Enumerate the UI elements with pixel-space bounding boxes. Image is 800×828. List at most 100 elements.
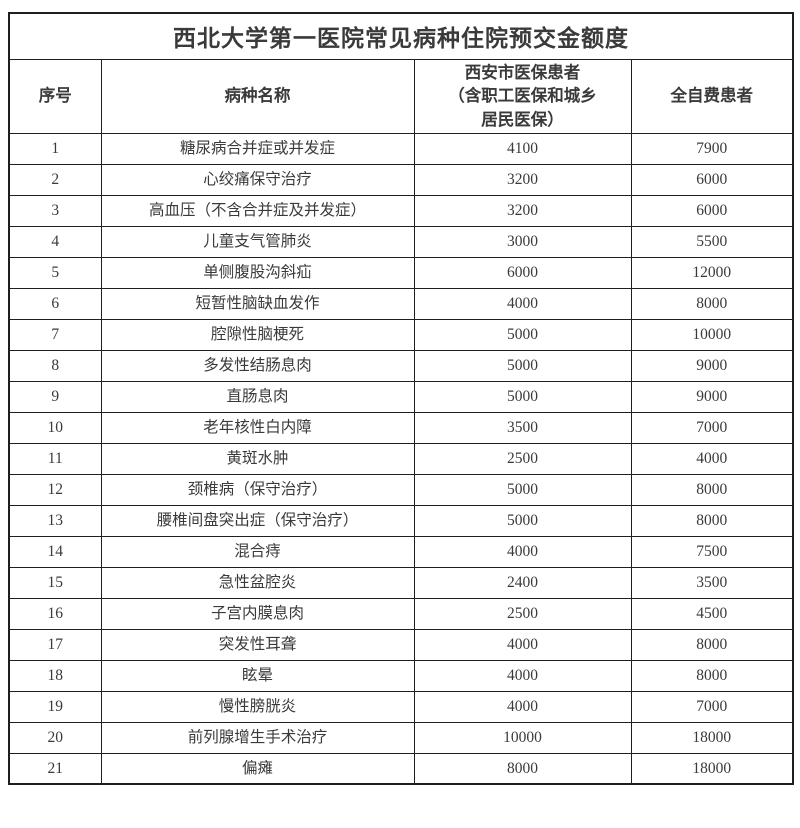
- disease-name-cell: 前列腺增生手术治疗: [100, 721, 415, 754]
- table-row: 13 腰椎间盘突出症（保守治疗） 5000 8000: [8, 504, 794, 537]
- row-index-cell: 13: [8, 504, 102, 537]
- column-header-index: 序号: [8, 58, 102, 134]
- disease-name-cell: 腔隙性脑梗死: [100, 318, 415, 351]
- row-index-cell: 6: [8, 287, 102, 320]
- selfpay-amount-cell: 6000: [630, 163, 794, 196]
- insured-amount-cell: 3200: [413, 194, 632, 227]
- table-row: 21 偏瘫 8000 18000: [8, 752, 794, 785]
- selfpay-amount-cell: 4500: [630, 597, 794, 630]
- row-index-cell: 17: [8, 628, 102, 661]
- disease-name-cell: 眩晕: [100, 659, 415, 692]
- insured-amount-cell: 4000: [413, 535, 632, 568]
- insured-amount-cell: 5000: [413, 473, 632, 506]
- selfpay-amount-cell: 8000: [630, 659, 794, 692]
- row-index-cell: 18: [8, 659, 102, 692]
- selfpay-amount-cell: 8000: [630, 504, 794, 537]
- selfpay-amount-cell: 9000: [630, 349, 794, 382]
- insured-amount-cell: 4000: [413, 287, 632, 320]
- selfpay-amount-cell: 6000: [630, 194, 794, 227]
- row-index-cell: 16: [8, 597, 102, 630]
- table-row: 5 单侧腹股沟斜疝 6000 12000: [8, 256, 794, 289]
- row-index-cell: 19: [8, 690, 102, 723]
- insured-amount-cell: 4000: [413, 659, 632, 692]
- disease-name-cell: 糖尿病合并症或并发症: [100, 132, 415, 165]
- selfpay-amount-cell: 4000: [630, 442, 794, 475]
- row-index-cell: 15: [8, 566, 102, 599]
- selfpay-amount-cell: 12000: [630, 256, 794, 289]
- column-header-disease-name: 病种名称: [100, 58, 415, 134]
- row-index-cell: 2: [8, 163, 102, 196]
- table-row: 12 颈椎病（保守治疗） 5000 8000: [8, 473, 794, 506]
- table-body: 1 糖尿病合并症或并发症 4100 7900 2 心绞痛保守治疗 3200 6000 3 高血压（…: [8, 132, 794, 785]
- insured-amount-cell: 5000: [413, 380, 632, 413]
- disease-name-cell: 腰椎间盘突出症（保守治疗）: [100, 504, 415, 537]
- disease-name-cell: 急性盆腔炎: [100, 566, 415, 599]
- table-row: 18 眩晕 4000 8000: [8, 659, 794, 692]
- insured-amount-cell: 10000: [413, 721, 632, 754]
- selfpay-amount-cell: 18000: [630, 752, 794, 785]
- selfpay-amount-cell: 10000: [630, 318, 794, 351]
- row-index-cell: 1: [8, 132, 102, 165]
- insured-amount-cell: 2500: [413, 442, 632, 475]
- row-index-cell: 20: [8, 721, 102, 754]
- disease-name-cell: 混合痔: [100, 535, 415, 568]
- hospital-deposit-table: 西北大学第一医院常见病种住院预交金额度 序号 病种名称 西安市医保患者 （含职工…: [8, 12, 794, 785]
- selfpay-amount-cell: 5500: [630, 225, 794, 258]
- row-index-cell: 8: [8, 349, 102, 382]
- selfpay-amount-cell: 3500: [630, 566, 794, 599]
- disease-name-cell: 偏瘫: [100, 752, 415, 785]
- selfpay-amount-cell: 7000: [630, 690, 794, 723]
- disease-name-cell: 单侧腹股沟斜疝: [100, 256, 415, 289]
- disease-name-cell: 黄斑水肿: [100, 442, 415, 475]
- selfpay-amount-cell: 9000: [630, 380, 794, 413]
- insured-amount-cell: 2500: [413, 597, 632, 630]
- disease-name-cell: 颈椎病（保守治疗）: [100, 473, 415, 506]
- table-row: 14 混合痔 4000 7500: [8, 535, 794, 568]
- table-row: 8 多发性结肠息肉 5000 9000: [8, 349, 794, 382]
- table-row: 6 短暂性脑缺血发作 4000 8000: [8, 287, 794, 320]
- insured-amount-cell: 5000: [413, 504, 632, 537]
- table-row: 20 前列腺增生手术治疗 10000 18000: [8, 721, 794, 754]
- row-index-cell: 4: [8, 225, 102, 258]
- insured-amount-cell: 5000: [413, 349, 632, 382]
- insured-amount-cell: 3000: [413, 225, 632, 258]
- row-index-cell: 7: [8, 318, 102, 351]
- table-row: 19 慢性膀胱炎 4000 7000: [8, 690, 794, 723]
- selfpay-amount-cell: 18000: [630, 721, 794, 754]
- selfpay-amount-cell: 7500: [630, 535, 794, 568]
- insured-amount-cell: 5000: [413, 318, 632, 351]
- insured-amount-cell: 4000: [413, 690, 632, 723]
- disease-name-cell: 慢性膀胱炎: [100, 690, 415, 723]
- insured-amount-cell: 8000: [413, 752, 632, 785]
- table-row: 3 高血压（不含合并症及并发症） 3200 6000: [8, 194, 794, 227]
- disease-name-cell: 多发性结肠息肉: [100, 349, 415, 382]
- insured-amount-cell: 4100: [413, 132, 632, 165]
- selfpay-amount-cell: 8000: [630, 287, 794, 320]
- header-row: 序号 病种名称 西安市医保患者 （含职工医保和城乡 居民医保） 全自费患者: [8, 58, 794, 134]
- row-index-cell: 10: [8, 411, 102, 444]
- table-row: 10 老年核性白内障 3500 7000: [8, 411, 794, 444]
- disease-name-cell: 高血压（不含合并症及并发症）: [100, 194, 415, 227]
- column-header-selfpay-patients: 全自费患者: [630, 58, 794, 134]
- table-row: 1 糖尿病合并症或并发症 4100 7900: [8, 132, 794, 165]
- insured-amount-cell: 3200: [413, 163, 632, 196]
- table-row: 2 心绞痛保守治疗 3200 6000: [8, 163, 794, 196]
- insured-amount-cell: 4000: [413, 628, 632, 661]
- row-index-cell: 14: [8, 535, 102, 568]
- insured-amount-cell: 6000: [413, 256, 632, 289]
- disease-name-cell: 老年核性白内障: [100, 411, 415, 444]
- row-index-cell: 5: [8, 256, 102, 289]
- table-row: 16 子宫内膜息肉 2500 4500: [8, 597, 794, 630]
- selfpay-amount-cell: 7000: [630, 411, 794, 444]
- disease-name-cell: 子宫内膜息肉: [100, 597, 415, 630]
- selfpay-amount-cell: 7900: [630, 132, 794, 165]
- table-title: 西北大学第一医院常见病种住院预交金额度: [8, 12, 794, 60]
- row-index-cell: 21: [8, 752, 102, 785]
- disease-name-cell: 儿童支气管肺炎: [100, 225, 415, 258]
- insured-amount-cell: 2400: [413, 566, 632, 599]
- table-row: 11 黄斑水肿 2500 4000: [8, 442, 794, 475]
- table-row: 17 突发性耳聋 4000 8000: [8, 628, 794, 661]
- row-index-cell: 12: [8, 473, 102, 506]
- column-header-insured-patients: 西安市医保患者 （含职工医保和城乡 居民医保）: [413, 58, 632, 134]
